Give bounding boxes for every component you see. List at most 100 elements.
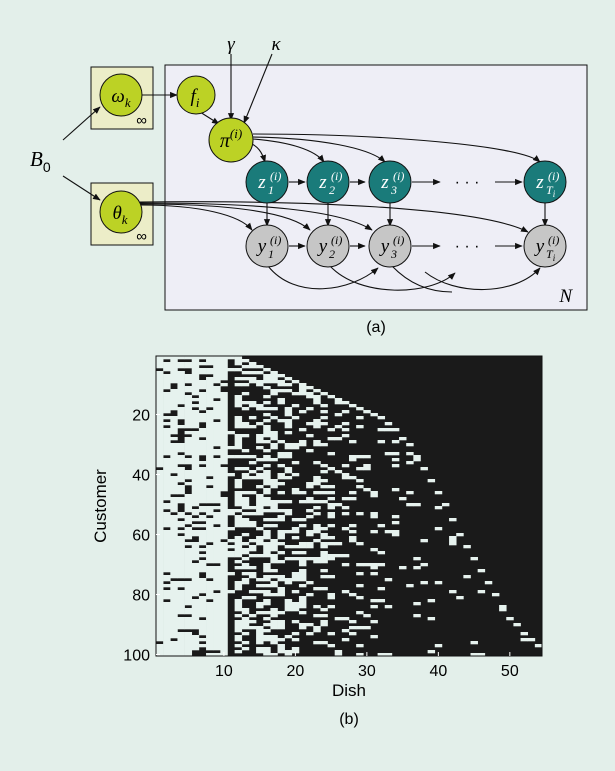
heatmap-cell	[170, 389, 178, 411]
heatmap-cell	[248, 425, 257, 429]
heatmap-cell	[349, 530, 357, 534]
edge-B0-theta	[62, 175, 101, 201]
heatmap-cell	[241, 518, 250, 528]
zT-node	[523, 160, 567, 204]
heatmap-cell	[298, 524, 307, 528]
heatmap-cell	[241, 377, 250, 381]
heatmap-cell	[256, 611, 264, 615]
heatmap-cell	[184, 527, 193, 540]
heatmap-cell	[163, 530, 171, 573]
heatmap-cell	[256, 578, 264, 582]
heatmap-cell	[263, 401, 271, 405]
heatmap-cell	[206, 653, 214, 657]
heatmap-cell	[320, 491, 328, 495]
edge-theta-y1	[139, 204, 253, 231]
heatmap-cell	[256, 602, 264, 609]
heatmap-cell	[356, 542, 364, 546]
edge-kappa-pi	[243, 53, 273, 124]
heatmap-cell	[306, 623, 314, 627]
heatmap-cell	[270, 569, 278, 573]
heatmap-cell	[234, 377, 243, 381]
heatmap-cell	[177, 407, 185, 420]
heatmap-cell	[170, 515, 178, 579]
heatmap-cell	[334, 398, 343, 405]
heatmap-cell	[170, 476, 178, 495]
heatmap-cell	[263, 455, 271, 462]
heatmap-cell	[298, 596, 307, 609]
pi-node	[208, 117, 254, 163]
heatmap-cell	[234, 395, 243, 408]
heatmap-cell	[298, 491, 307, 495]
heatmap-cell	[356, 626, 364, 630]
heatmap-cell	[427, 479, 436, 483]
zT-subscript: T	[546, 183, 554, 197]
svg-text:Ti: Ti	[546, 183, 556, 199]
heatmap-cell	[284, 557, 293, 561]
arc-y1-y3	[267, 265, 379, 290]
heatmap-cell	[320, 542, 328, 549]
heatmap-cell	[384, 428, 393, 432]
heatmap-cell	[248, 362, 257, 369]
heatmap-cell	[291, 527, 300, 534]
heatmap-cell	[263, 368, 271, 372]
heatmap-cell	[377, 563, 386, 567]
heatmap-cell	[363, 410, 371, 414]
heatmap-cell	[234, 536, 243, 558]
heatmap-cell	[248, 416, 257, 420]
heatmap-cell	[256, 434, 264, 444]
heatmap-cell	[356, 563, 364, 567]
heatmap-cell	[291, 602, 300, 612]
heatmap-cell	[356, 572, 364, 576]
heatmap-cell	[313, 626, 321, 633]
z2-subscript: 2	[329, 183, 335, 197]
heatmap-cells	[156, 356, 543, 657]
heatmap-cell	[306, 386, 314, 390]
heatmap-cell	[277, 419, 285, 423]
heatmap-cell	[334, 617, 343, 621]
heatmap-cell	[313, 506, 321, 510]
heatmap-cell	[213, 356, 221, 384]
heatmap-cell	[270, 407, 278, 411]
heatmap-cell	[434, 506, 443, 510]
f-subscript: i	[196, 95, 200, 110]
heatmap-cell	[270, 593, 278, 597]
heatmap-cell	[277, 464, 285, 468]
heatmap-cell	[277, 374, 285, 378]
heatmap-cell	[341, 629, 350, 633]
heatmap-cell	[256, 536, 264, 546]
heatmap-cell	[184, 356, 193, 360]
heatmap-cell	[163, 374, 171, 390]
caption-b: (b)	[339, 711, 359, 728]
heatmap-cell	[220, 542, 228, 657]
heatmap-cell	[248, 476, 257, 480]
heatmap-cell	[177, 521, 185, 528]
heatmap-cell	[320, 587, 328, 591]
heatmap-cell	[241, 632, 250, 636]
heatmap-cell	[284, 452, 293, 459]
heatmap-cell	[291, 536, 300, 540]
heatmap-cell	[241, 407, 250, 411]
heatmap-cell	[248, 461, 257, 465]
heatmap-cell	[270, 539, 278, 552]
heatmap-cell	[370, 572, 378, 576]
heatmap-cell	[391, 428, 400, 432]
heatmap-cell	[263, 395, 271, 399]
heatmap-cell	[298, 584, 307, 588]
heatmap-cell	[256, 473, 264, 480]
heatmap-cell	[306, 449, 314, 453]
z3-subscript: 3	[390, 183, 397, 197]
heatmap-cell	[377, 551, 386, 555]
heatmap-cell	[449, 518, 457, 522]
heatmap-cell	[341, 617, 350, 621]
x-axis-label: Dish	[332, 681, 366, 700]
heatmap-cell	[234, 509, 243, 513]
heatmap-cell	[163, 458, 171, 501]
heatmap-cell	[320, 464, 328, 468]
heatmap-cell	[198, 548, 207, 552]
heatmap-cell	[213, 566, 221, 591]
svg-text:1: 1	[268, 183, 274, 197]
heatmap-cell	[327, 491, 336, 495]
heatmap-cell	[413, 614, 421, 618]
z3-symbol: z	[380, 172, 389, 193]
nodes: ωk θk fi π(i) z (i) 1 z (i) 2 z (i) 3 z …	[99, 73, 567, 268]
